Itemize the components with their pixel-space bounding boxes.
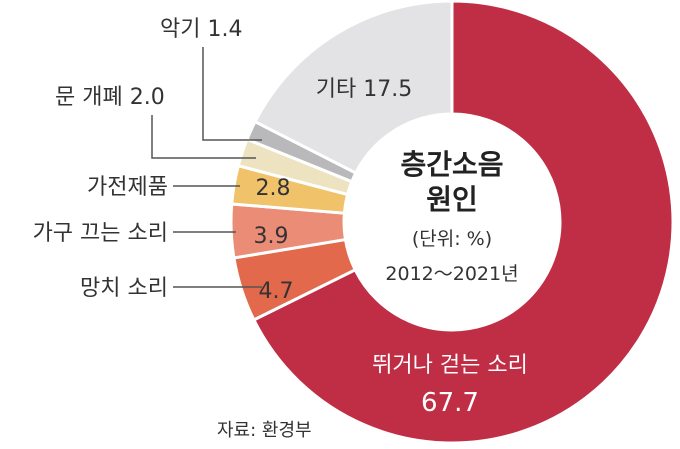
value-walking: 67.7 bbox=[421, 388, 479, 418]
slice-walking bbox=[251, 0, 675, 445]
label-furniture: 가구 끄는 소리 bbox=[33, 221, 168, 246]
slice-other bbox=[253, 0, 454, 175]
label-hammer: 망치 소리 bbox=[80, 276, 168, 301]
chart-title-line1: 층간소음 bbox=[400, 148, 503, 181]
chart-subtitle: (단위: %) bbox=[412, 228, 492, 250]
leader-instrument bbox=[202, 47, 262, 141]
leader-door bbox=[151, 115, 256, 159]
chart-period: 2012～2021년 bbox=[385, 263, 518, 285]
chart-title-line2: 원인 bbox=[426, 183, 478, 216]
value-furniture: 3.9 bbox=[254, 224, 289, 249]
label-walking: 뛰거나 걷는 소리 bbox=[372, 353, 528, 378]
leader-lines bbox=[151, 47, 262, 288]
label-instrument: 악기 1.4 bbox=[160, 17, 242, 42]
value-appliance: 2.8 bbox=[256, 176, 291, 201]
donut-slices bbox=[229, 0, 675, 445]
label-door: 문 개폐 2.0 bbox=[55, 85, 165, 110]
label-appliance: 가전제품 bbox=[87, 175, 168, 200]
label-other: 기타 17.5 bbox=[316, 77, 412, 102]
value-hammer: 4.7 bbox=[259, 279, 294, 304]
source-note: 자료: 환경부 bbox=[217, 420, 312, 441]
